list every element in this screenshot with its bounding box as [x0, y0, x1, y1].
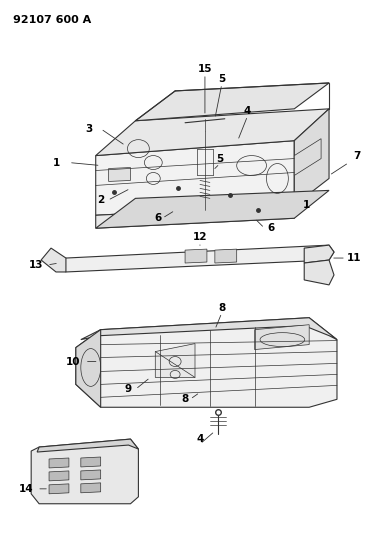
Text: 6: 6: [268, 223, 275, 233]
Text: 92107 600 A: 92107 600 A: [13, 15, 92, 25]
Polygon shape: [41, 248, 66, 272]
Polygon shape: [81, 470, 101, 480]
Polygon shape: [81, 457, 101, 467]
Text: 8: 8: [181, 394, 189, 405]
Text: 7: 7: [353, 151, 360, 160]
Polygon shape: [304, 260, 334, 285]
Text: 4: 4: [196, 434, 204, 444]
Polygon shape: [81, 483, 101, 493]
Polygon shape: [76, 318, 337, 407]
Polygon shape: [255, 325, 309, 350]
Text: 10: 10: [66, 357, 80, 367]
Text: 11: 11: [347, 253, 361, 263]
Text: 14: 14: [19, 484, 34, 494]
Polygon shape: [37, 439, 138, 452]
Polygon shape: [49, 471, 69, 481]
Polygon shape: [31, 439, 138, 504]
Polygon shape: [49, 484, 69, 494]
Polygon shape: [96, 109, 329, 156]
Polygon shape: [155, 344, 195, 377]
Polygon shape: [185, 249, 207, 263]
Text: 4: 4: [244, 106, 251, 116]
Polygon shape: [294, 109, 329, 205]
Polygon shape: [76, 330, 101, 407]
Text: 12: 12: [193, 232, 207, 242]
Polygon shape: [61, 245, 334, 272]
Polygon shape: [215, 249, 237, 263]
Polygon shape: [109, 167, 131, 181]
Text: 2: 2: [97, 196, 104, 205]
Polygon shape: [96, 205, 294, 228]
Polygon shape: [304, 245, 334, 263]
Text: 6: 6: [155, 213, 162, 223]
Text: 8: 8: [218, 303, 225, 313]
Text: 5: 5: [218, 74, 225, 84]
Polygon shape: [135, 83, 329, 121]
Text: 1: 1: [52, 158, 60, 167]
Polygon shape: [49, 458, 69, 468]
Text: 15: 15: [198, 64, 212, 74]
Polygon shape: [294, 139, 321, 175]
Polygon shape: [96, 141, 294, 215]
Text: 1: 1: [303, 200, 310, 211]
Polygon shape: [81, 318, 337, 340]
Text: 9: 9: [125, 384, 132, 394]
Text: 3: 3: [85, 124, 92, 134]
Text: 13: 13: [29, 260, 43, 270]
Text: 5: 5: [216, 154, 223, 164]
Polygon shape: [96, 190, 329, 228]
